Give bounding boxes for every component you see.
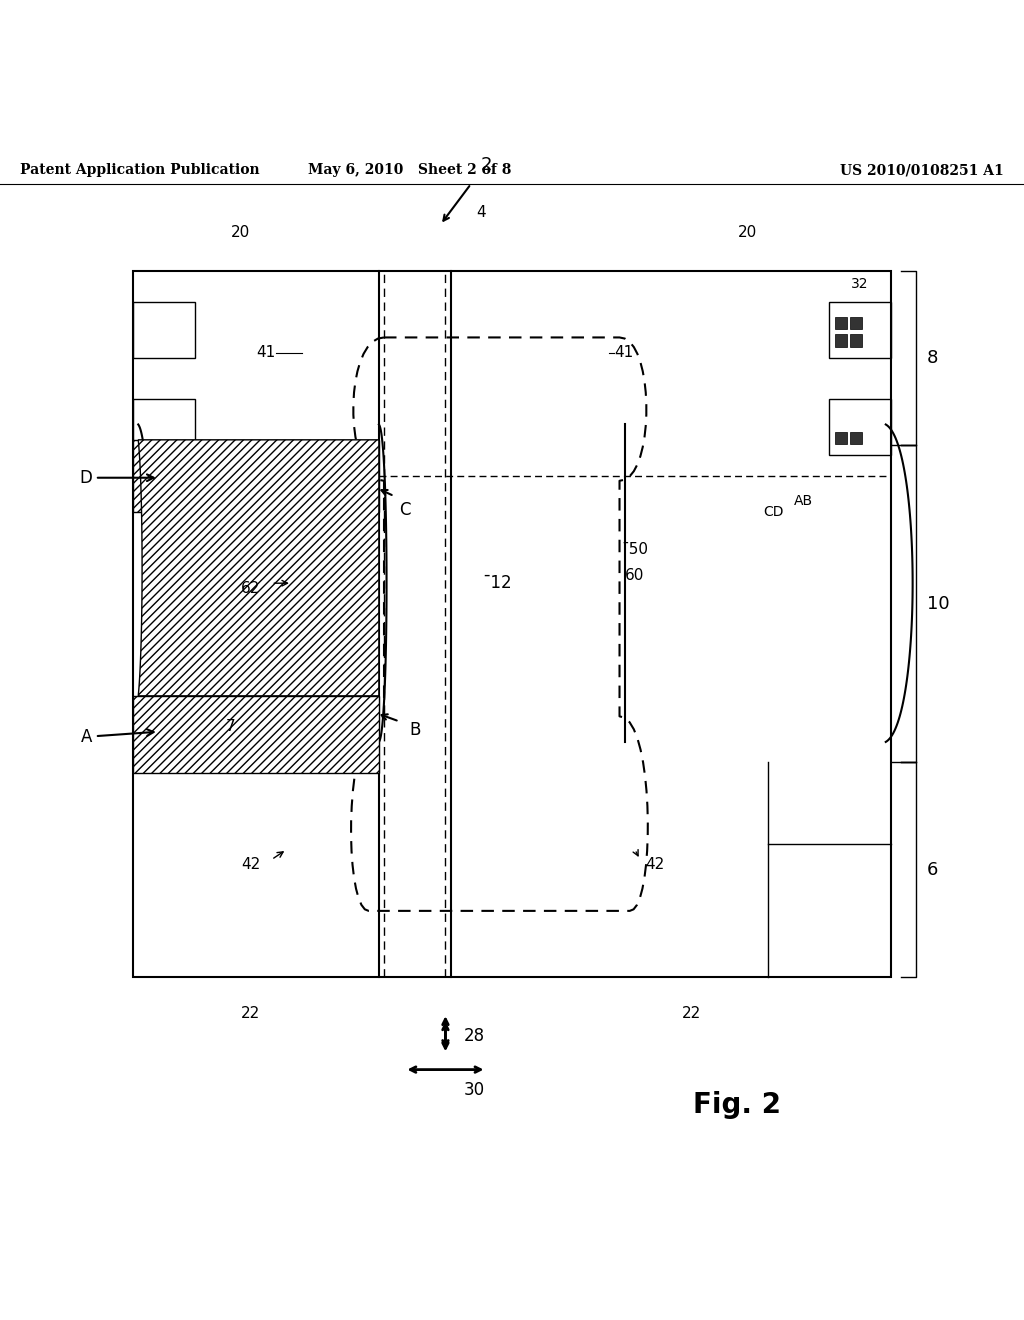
Text: May 6, 2010   Sheet 2 of 8: May 6, 2010 Sheet 2 of 8 <box>308 164 511 177</box>
Bar <box>133 301 195 358</box>
Bar <box>133 271 891 977</box>
Text: 22: 22 <box>242 1006 260 1020</box>
Bar <box>850 317 862 329</box>
Bar <box>829 399 891 455</box>
Bar <box>850 432 862 444</box>
Bar <box>835 432 847 444</box>
Text: 8: 8 <box>927 348 938 367</box>
Text: 20: 20 <box>738 226 757 240</box>
Text: 42: 42 <box>645 857 665 873</box>
Text: 42: 42 <box>242 857 260 873</box>
Text: 41: 41 <box>614 346 634 360</box>
Bar <box>850 334 862 347</box>
Text: B: B <box>410 722 421 739</box>
Text: ¯50: ¯50 <box>622 543 648 557</box>
Text: 28: 28 <box>464 1027 485 1045</box>
Bar <box>835 317 847 329</box>
Text: 22: 22 <box>682 1006 700 1020</box>
Bar <box>133 399 195 455</box>
Text: D: D <box>79 469 154 487</box>
Bar <box>829 301 891 358</box>
Bar <box>133 440 379 512</box>
Text: 7: 7 <box>225 719 236 734</box>
Text: Fig. 2: Fig. 2 <box>693 1092 781 1119</box>
Text: 10: 10 <box>927 595 949 612</box>
Text: 60: 60 <box>626 568 644 582</box>
Polygon shape <box>138 440 379 696</box>
Text: US 2010/0108251 A1: US 2010/0108251 A1 <box>840 164 1004 177</box>
Bar <box>133 696 379 772</box>
Bar <box>835 334 847 347</box>
Text: A: A <box>81 727 154 746</box>
Text: Patent Application Publication: Patent Application Publication <box>20 164 260 177</box>
Text: 6: 6 <box>927 861 938 879</box>
Text: C: C <box>399 502 411 519</box>
Text: 20: 20 <box>231 226 250 240</box>
Text: 32: 32 <box>851 277 869 292</box>
Text: CD: CD <box>763 504 783 519</box>
Text: 62: 62 <box>242 581 260 595</box>
Text: ¯12: ¯12 <box>482 574 511 593</box>
Text: AB: AB <box>794 494 813 508</box>
Text: 4: 4 <box>476 205 486 219</box>
Text: 41: 41 <box>256 346 275 360</box>
Text: 2: 2 <box>480 156 493 174</box>
Text: 30: 30 <box>464 1081 485 1100</box>
